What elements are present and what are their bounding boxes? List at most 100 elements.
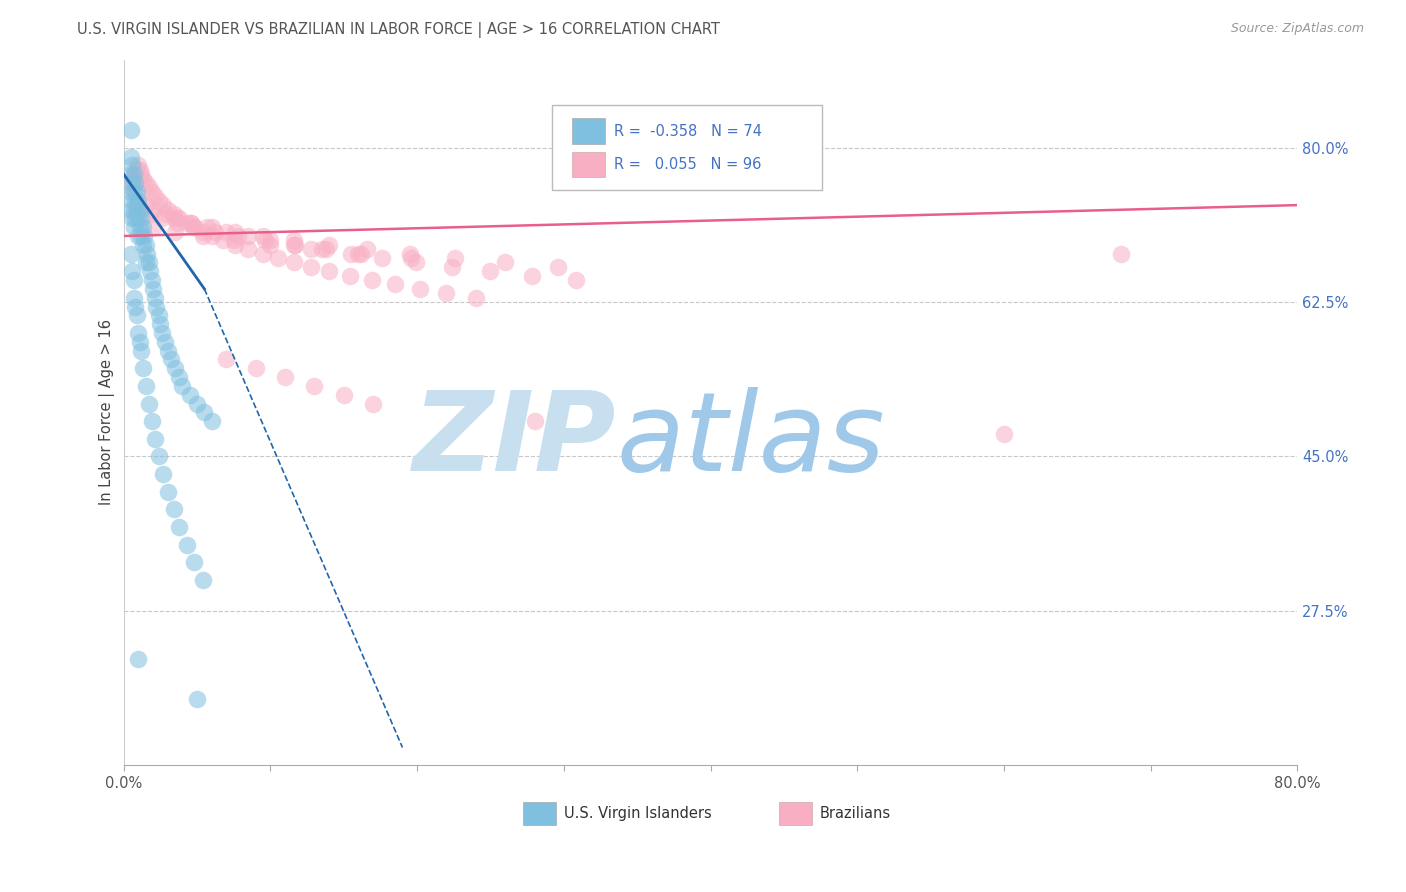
Point xyxy=(125,185,148,199)
Point xyxy=(547,260,569,274)
Point xyxy=(127,158,149,172)
Point xyxy=(283,237,305,252)
Point xyxy=(122,167,145,181)
Point xyxy=(436,286,458,301)
Point xyxy=(311,242,333,256)
Point xyxy=(204,225,226,239)
FancyBboxPatch shape xyxy=(553,105,823,190)
Point xyxy=(162,502,184,516)
Point xyxy=(141,414,163,428)
Point xyxy=(153,334,176,349)
Text: U.S. Virgin Islanders: U.S. Virgin Islanders xyxy=(564,806,711,822)
Text: U.S. VIRGIN ISLANDER VS BRAZILIAN IN LABOR FORCE | AGE > 16 CORRELATION CHART: U.S. VIRGIN ISLANDER VS BRAZILIAN IN LAB… xyxy=(77,22,720,38)
Point xyxy=(122,185,145,199)
Point xyxy=(120,185,142,199)
Point xyxy=(138,396,160,410)
Text: R =   0.055   N = 96: R = 0.055 N = 96 xyxy=(614,157,762,172)
Point xyxy=(520,268,543,283)
Point xyxy=(139,264,162,278)
Point xyxy=(121,194,143,208)
Point xyxy=(224,237,246,252)
Point xyxy=(479,264,502,278)
FancyBboxPatch shape xyxy=(572,152,605,178)
Point xyxy=(163,225,186,239)
Point xyxy=(163,361,186,376)
Point xyxy=(253,233,276,247)
Point xyxy=(121,264,143,278)
Point xyxy=(156,343,179,358)
Point xyxy=(120,180,142,194)
Point xyxy=(183,220,205,235)
Point xyxy=(129,211,152,226)
Point xyxy=(127,194,149,208)
Point xyxy=(523,414,546,428)
Point xyxy=(129,343,152,358)
Point xyxy=(156,484,179,499)
Point xyxy=(283,233,305,247)
Point xyxy=(315,242,337,256)
Point xyxy=(142,220,165,235)
Point xyxy=(148,194,170,208)
Point xyxy=(120,150,142,164)
Point xyxy=(176,538,198,552)
Point xyxy=(143,189,166,203)
Point xyxy=(150,326,173,340)
Point xyxy=(252,246,274,260)
Point xyxy=(128,202,150,217)
Point xyxy=(283,255,305,269)
Point xyxy=(201,229,224,244)
Point xyxy=(180,216,202,230)
Point xyxy=(122,291,145,305)
Point xyxy=(238,242,260,256)
Point xyxy=(132,361,155,376)
Point xyxy=(409,282,432,296)
Point xyxy=(132,237,155,252)
Point xyxy=(138,255,160,269)
Text: R =  -0.358   N = 74: R = -0.358 N = 74 xyxy=(614,124,762,139)
Point xyxy=(152,467,174,481)
Point xyxy=(121,211,143,226)
Point xyxy=(141,273,163,287)
Point xyxy=(444,251,467,265)
Point xyxy=(301,242,323,256)
Point xyxy=(183,555,205,569)
Point xyxy=(441,260,464,274)
Point xyxy=(127,211,149,226)
Text: atlas: atlas xyxy=(617,387,886,494)
Point xyxy=(142,202,165,217)
Point xyxy=(166,211,188,226)
Point xyxy=(179,388,201,402)
Point xyxy=(318,264,340,278)
Point xyxy=(284,237,307,252)
Point xyxy=(176,216,198,230)
Point xyxy=(162,211,184,226)
Point xyxy=(384,277,406,292)
Point xyxy=(121,158,143,172)
Point xyxy=(128,220,150,235)
Point xyxy=(169,520,191,534)
Point xyxy=(564,273,586,287)
Point xyxy=(120,123,142,137)
Point xyxy=(121,176,143,190)
Point xyxy=(304,379,326,393)
Point xyxy=(1111,246,1133,260)
Point xyxy=(259,233,281,247)
FancyBboxPatch shape xyxy=(572,119,605,144)
Point xyxy=(356,242,378,256)
Point xyxy=(401,251,423,265)
Text: Brazilians: Brazilians xyxy=(820,806,891,822)
Point xyxy=(125,162,148,177)
Point xyxy=(148,450,170,464)
Point xyxy=(143,291,166,305)
Point xyxy=(252,229,274,244)
Point xyxy=(245,361,267,376)
Point xyxy=(238,229,260,244)
Point xyxy=(122,202,145,217)
Point xyxy=(124,211,146,226)
Point xyxy=(156,202,179,217)
Point xyxy=(183,220,205,235)
Point xyxy=(215,352,238,367)
Point xyxy=(135,198,157,212)
Point xyxy=(301,260,323,274)
Point xyxy=(141,185,163,199)
